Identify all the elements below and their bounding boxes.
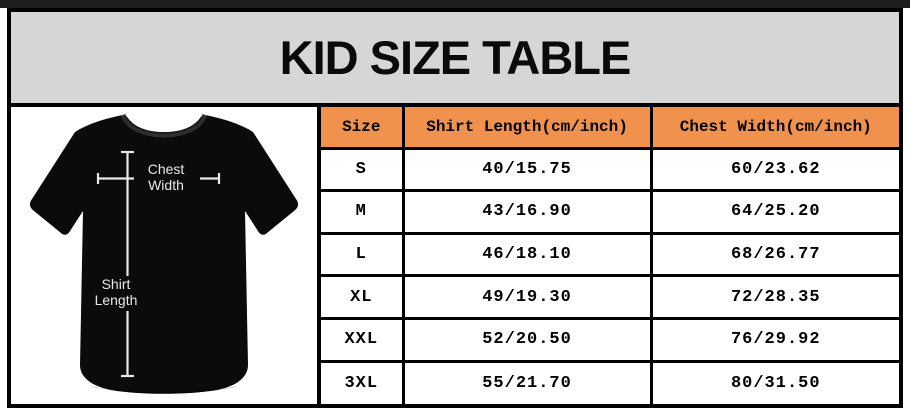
page-title: KID SIZE TABLE bbox=[279, 31, 632, 84]
measurement-cell: 76/29.92 bbox=[649, 317, 899, 363]
tshirt-shape bbox=[29, 113, 299, 394]
tshirt-illustration: Chest Width Shirt Length bbox=[29, 113, 299, 394]
table-row: L 46/18.10 68/26.77 bbox=[321, 231, 899, 278]
table-row: S 40/15.75 60/23.62 bbox=[321, 146, 899, 193]
table-row: XXL 52/20.50 76/29.92 bbox=[321, 317, 899, 363]
measurement-cell: 43/16.90 bbox=[401, 189, 653, 235]
shirt-measurement-diagram: Chest Width Shirt Length bbox=[11, 107, 317, 404]
measurement-cell: 40/15.75 bbox=[401, 146, 653, 193]
size-table-column-header: Size bbox=[321, 107, 405, 150]
size-table-header-row: Size Shirt Length(cm/inch) Chest Width(cm/… bbox=[321, 107, 899, 150]
table-row: XL 49/19.30 72/28.35 bbox=[321, 274, 899, 321]
size-cell: L bbox=[321, 231, 405, 278]
size-table-column-header: Chest Width(cm/inch) bbox=[649, 107, 899, 150]
measurement-cell: 64/25.20 bbox=[649, 189, 899, 235]
size-cell: S bbox=[321, 146, 405, 193]
size-table-container: Size Shirt Length(cm/inch) Chest Width(cm/… bbox=[317, 107, 899, 404]
top-edge-strip bbox=[0, 0, 910, 8]
chest-width-label-line2: Width bbox=[148, 177, 184, 193]
size-cell: M bbox=[321, 189, 405, 235]
content-row: Chest Width Shirt Length Size Sh bbox=[11, 107, 899, 404]
measurement-cell: 49/19.30 bbox=[401, 274, 653, 321]
measurement-cell: 72/28.35 bbox=[649, 274, 899, 321]
size-cell: XXL bbox=[321, 317, 405, 363]
measurement-cell: 68/26.77 bbox=[649, 231, 899, 278]
table-row: 3XL 55/21.70 80/31.50 bbox=[321, 359, 899, 404]
size-table-column-header: Shirt Length(cm/inch) bbox=[401, 107, 653, 150]
size-table-body: S 40/15.75 60/23.62 M 43/16.90 64/25.20 L 46/18… bbox=[321, 146, 899, 404]
shirt-length-measure-line bbox=[121, 150, 134, 378]
measurement-cell: 60/23.62 bbox=[649, 146, 899, 193]
shirt-length-label-line1: Shirt bbox=[102, 276, 131, 292]
measurement-cell: 52/20.50 bbox=[401, 317, 653, 363]
size-cell: 3XL bbox=[321, 359, 405, 404]
measurement-cell: 55/21.70 bbox=[401, 359, 653, 404]
chest-width-label-line1: Chest bbox=[148, 161, 185, 177]
size-cell: XL bbox=[321, 274, 405, 321]
size-table: Size Shirt Length(cm/inch) Chest Width(cm/… bbox=[321, 107, 899, 404]
shirt-length-label-line2: Length bbox=[95, 292, 138, 308]
measurement-cell: 46/18.10 bbox=[401, 231, 653, 278]
title-banner: KID SIZE TABLE bbox=[11, 12, 899, 107]
size-chart-panel: KID SIZE TABLE bbox=[7, 8, 903, 408]
measurement-cell: 80/31.50 bbox=[649, 359, 899, 404]
table-row: M 43/16.90 64/25.20 bbox=[321, 189, 899, 235]
